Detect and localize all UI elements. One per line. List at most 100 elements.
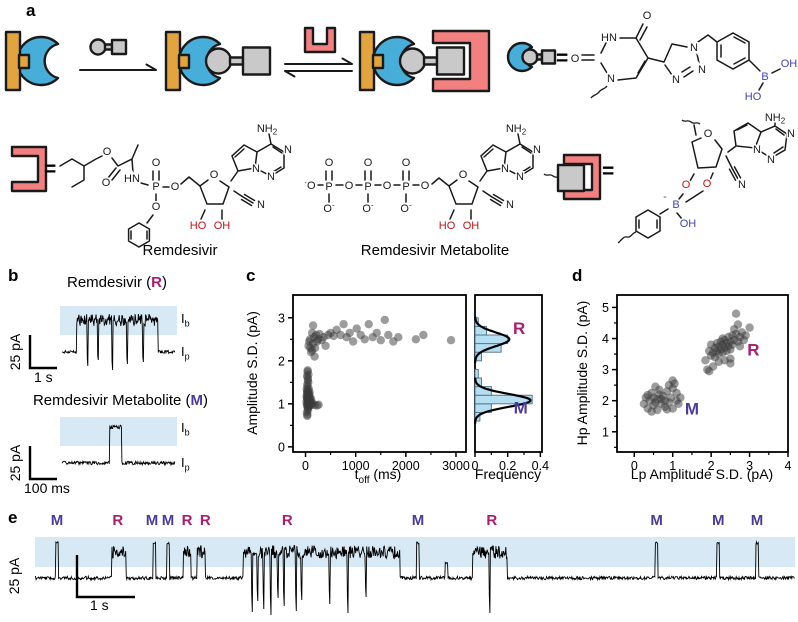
atom-label: B — [761, 71, 768, 83]
trace2-blocked-level-label: Ib — [181, 420, 190, 438]
atom-label: O — [171, 181, 180, 193]
scatter-series-M — [302, 366, 323, 421]
d-x-axis-title: Lp Amplitude S.D. (pA) — [630, 466, 774, 482]
c-y-axis-title: Amplitude S.D. (pA) — [244, 311, 260, 435]
scatter-point — [376, 336, 385, 345]
scatter-point — [349, 337, 358, 346]
molecule-name-metabolite: Remdesivir Metabolite — [360, 242, 510, 259]
axis-ticks: 0 0.2 0.4 — [472, 452, 549, 473]
panel-a-label: a — [26, 1, 36, 20]
trace1-blocked-level-label: Ib — [181, 311, 190, 329]
atom-label: O- — [400, 201, 412, 216]
cluster-label-M: M — [514, 398, 528, 417]
atom-label: O — [325, 157, 334, 169]
atom-label: N — [284, 144, 292, 156]
event-label-R: R — [199, 512, 211, 529]
histogram-bar — [474, 368, 479, 379]
x-tick-label: 1000 — [342, 459, 370, 473]
atom-label: N — [252, 163, 260, 175]
atom-label: O — [364, 157, 373, 169]
atom-label: O — [152, 157, 161, 169]
atom-label: O — [345, 180, 354, 192]
trace2-title-letter: M — [190, 392, 204, 409]
atom-label: P — [152, 181, 159, 193]
y-tick-label: 1 — [278, 397, 285, 411]
atom-label: O — [421, 180, 430, 192]
event-label-M: M — [50, 512, 64, 529]
atom-label: HO — [190, 220, 207, 232]
atom-label: O — [152, 201, 161, 213]
e-yscale: 25 pA — [6, 557, 22, 595]
scatter-point — [726, 359, 735, 368]
event-label-R: R — [281, 512, 293, 529]
blockade-band — [60, 417, 177, 446]
scatter-point — [303, 366, 312, 375]
y-tick-label: 2 — [278, 354, 285, 368]
trace1-yscale: 25 pA — [7, 333, 23, 371]
atom-label: N — [738, 179, 746, 191]
equals-sign: = — [602, 160, 615, 183]
atom-label: O — [402, 157, 411, 169]
x-tick-label: 0 — [302, 459, 309, 473]
scatter-point — [655, 385, 664, 394]
atom-label: - — [663, 191, 667, 203]
cluster-label-R: R — [747, 341, 759, 360]
gaussian-fit-R — [474, 316, 511, 363]
scatter-point — [411, 335, 421, 344]
c-hist-x-axis-title: Frequency — [474, 466, 542, 482]
scatter-point — [676, 393, 685, 402]
y-tick-label: 3 — [278, 311, 285, 325]
scalebar-panel-e — [75, 555, 135, 599]
scatter-point — [741, 331, 750, 340]
scalebar-trace2 — [28, 446, 57, 481]
atom-label: O — [102, 177, 111, 189]
atom-label: O — [459, 169, 468, 181]
scatter-point — [380, 315, 389, 325]
adapter-key-icon — [506, 41, 557, 73]
scatter-series-R — [701, 309, 754, 376]
atom-label: P — [325, 181, 332, 193]
scatter-point — [662, 405, 672, 414]
scatter-point — [394, 333, 403, 342]
atom-label: HO — [439, 220, 456, 232]
event-label-R: R — [112, 512, 124, 529]
y-tick-label: 5 — [602, 301, 609, 315]
event-label-M: M — [750, 512, 764, 529]
x-tick-label: 3 — [746, 459, 753, 473]
scalebar-trace1 — [28, 335, 57, 370]
atom-label: NH2 — [506, 123, 527, 137]
trace1-title: Remdesivir (R) — [32, 274, 202, 291]
atom-label: N — [607, 73, 615, 85]
trace1-title-post: ) — [162, 274, 168, 291]
panel-d-label: d — [572, 266, 583, 285]
atom-label: N — [257, 199, 265, 211]
trace2-xscale: 100 ms — [24, 480, 70, 496]
y-tick-label: 4 — [602, 332, 609, 346]
remdesivir-clamp-icon — [303, 26, 337, 54]
scatter-point — [305, 390, 314, 399]
clamp-key-icon — [10, 145, 48, 193]
scatter-point — [701, 356, 710, 365]
scatter-point — [643, 390, 652, 400]
panel-a-schematic — [4, 26, 557, 93]
atom-label: N — [516, 171, 524, 183]
atom-label: N — [506, 199, 514, 211]
atom-label: O — [643, 10, 652, 22]
remdesivir-trace — [61, 313, 176, 371]
atom-label: B — [672, 199, 679, 211]
atom-label: N — [698, 64, 706, 76]
atom-label: OH — [680, 218, 697, 230]
metabolite-trace — [61, 424, 176, 467]
x-tick-label: 0.2 — [499, 459, 516, 473]
trace2-yscale: 25 pA — [7, 444, 23, 482]
gaussian-fit-M — [474, 377, 532, 424]
atom-label: NH2 — [765, 112, 786, 126]
scatter-point — [352, 324, 361, 333]
x-tick-label: 0.4 — [532, 459, 549, 473]
trace2-title-post: ) — [203, 392, 209, 409]
atom-label: O — [682, 179, 691, 191]
scatter-point — [303, 410, 312, 419]
atom-label: O — [571, 53, 580, 65]
